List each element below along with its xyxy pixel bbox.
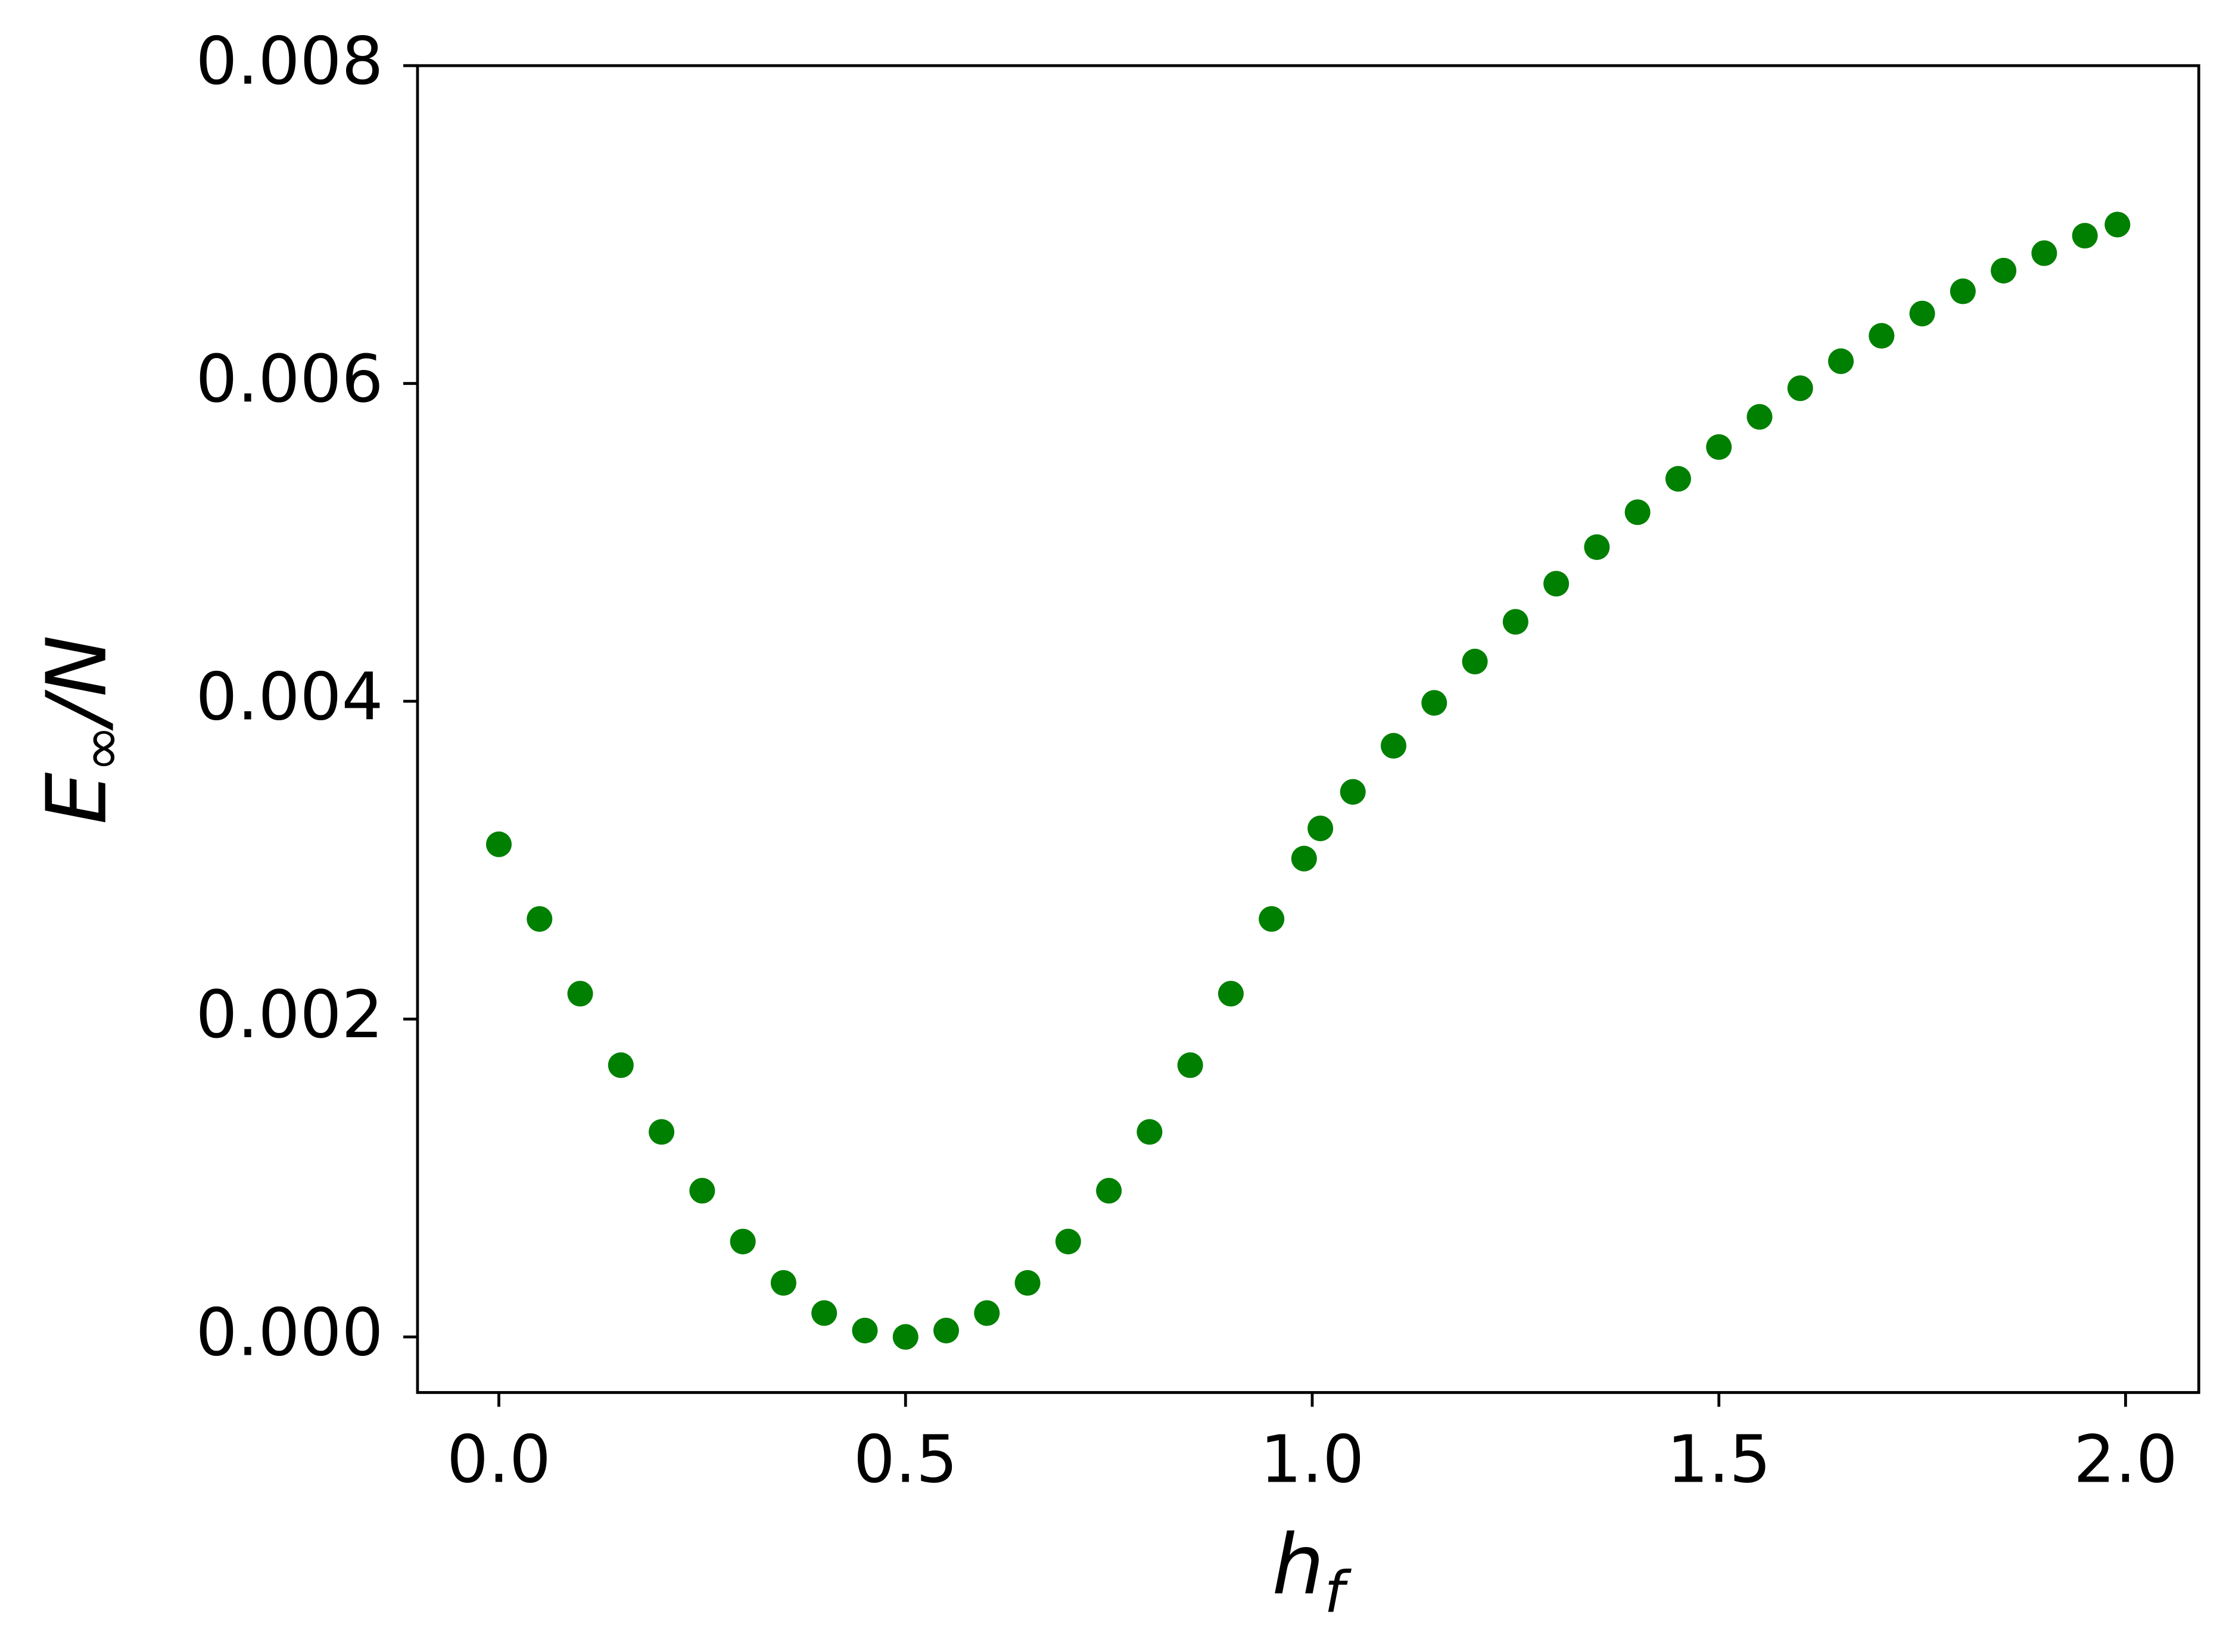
point bbox=[730, 1228, 756, 1255]
x-tick-label: 1.0 bbox=[1260, 1421, 1364, 1497]
point bbox=[1827, 348, 1854, 374]
y-tick-label: 0.002 bbox=[196, 976, 384, 1053]
point bbox=[1307, 816, 1334, 842]
y-tick-label: 0.008 bbox=[196, 23, 384, 99]
x-tick-label: 2.0 bbox=[2073, 1421, 2178, 1497]
point bbox=[1291, 845, 1317, 872]
point bbox=[811, 1300, 837, 1326]
y-label-sub: ∞ bbox=[68, 725, 135, 773]
x-label-sub: f bbox=[1324, 1559, 1352, 1626]
point bbox=[1218, 981, 1244, 1007]
point bbox=[1909, 300, 1935, 326]
point bbox=[933, 1317, 960, 1343]
point bbox=[892, 1324, 919, 1350]
point bbox=[1950, 278, 1976, 304]
point bbox=[567, 981, 593, 1007]
point bbox=[608, 1052, 634, 1078]
y-label-rest: /N bbox=[29, 635, 125, 732]
point bbox=[1991, 257, 2017, 284]
point bbox=[1380, 733, 1407, 759]
point bbox=[2031, 240, 2057, 266]
point bbox=[485, 831, 512, 857]
point bbox=[852, 1317, 878, 1343]
point bbox=[649, 1119, 675, 1145]
point bbox=[1502, 609, 1528, 635]
x-tick-label: 1.5 bbox=[1667, 1421, 1771, 1497]
point bbox=[1055, 1228, 1081, 1255]
point bbox=[1787, 375, 1813, 402]
point bbox=[1543, 571, 1570, 597]
point bbox=[1259, 906, 1285, 932]
y-tick-label: 0.004 bbox=[196, 658, 384, 735]
point bbox=[527, 906, 553, 932]
y-tick-label: 0.006 bbox=[196, 341, 384, 417]
point bbox=[1421, 690, 1447, 716]
plot-frame bbox=[416, 64, 2200, 1394]
point bbox=[1340, 779, 1366, 805]
x-tick-label: 0.0 bbox=[447, 1421, 551, 1497]
point bbox=[1706, 434, 1732, 460]
x-axis-label: hf bbox=[1272, 1517, 1352, 1626]
point bbox=[770, 1270, 796, 1296]
point bbox=[1137, 1119, 1163, 1145]
point bbox=[1624, 499, 1651, 525]
point bbox=[1462, 648, 1488, 674]
point bbox=[1014, 1270, 1041, 1296]
x-tick-label: 0.5 bbox=[854, 1421, 958, 1497]
point bbox=[1177, 1052, 1203, 1078]
point bbox=[1584, 534, 1610, 560]
point bbox=[974, 1300, 1000, 1326]
y-label-base: E bbox=[29, 772, 125, 825]
point bbox=[689, 1178, 715, 1204]
point bbox=[2104, 211, 2131, 238]
point bbox=[2072, 223, 2098, 249]
y-tick-label: 0.000 bbox=[196, 1294, 384, 1370]
point bbox=[1096, 1178, 1122, 1204]
x-label-base: h bbox=[1272, 1517, 1324, 1613]
point bbox=[1746, 404, 1773, 430]
point bbox=[1869, 323, 1895, 349]
y-axis-label: E∞/N bbox=[29, 635, 135, 825]
point bbox=[1665, 466, 1691, 492]
